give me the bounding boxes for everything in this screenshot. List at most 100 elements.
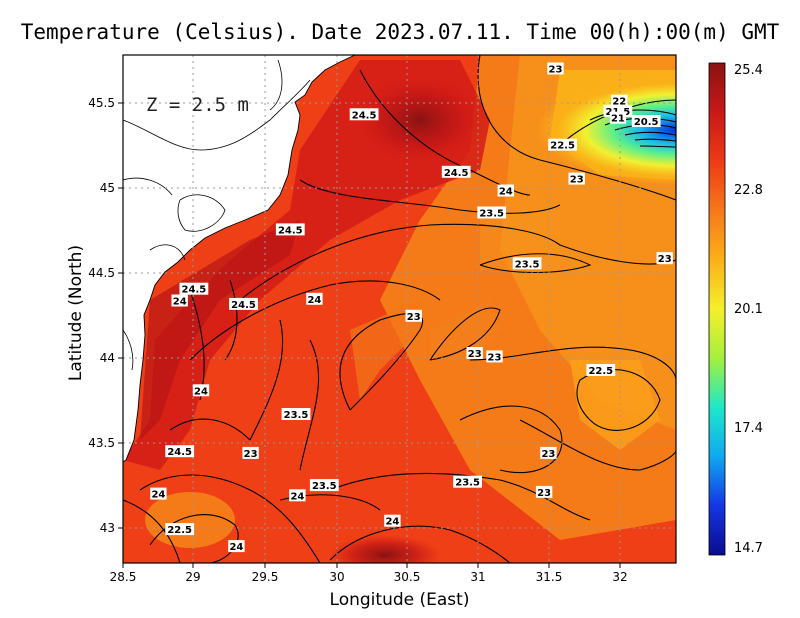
isotherm: [477, 55, 676, 201]
x-tick-label: 31: [470, 570, 485, 584]
contour-label-box: [309, 479, 339, 492]
colorbar: 25.4 22.8 20.1 17.4 14.7: [708, 62, 763, 556]
isotherm: [576, 369, 661, 431]
contour-label-box: [486, 350, 503, 363]
contour-label: 22.5: [550, 141, 575, 152]
colorbar-tick-label: 17.4: [734, 421, 763, 436]
y-tick-label: 44: [100, 351, 115, 365]
contour-label-box: [289, 489, 306, 502]
contour-label: 22.5: [588, 366, 613, 377]
contour-label: 21: [611, 114, 625, 125]
colorbar-tick-label: 14.7: [734, 541, 763, 556]
contour-label-box: [535, 485, 553, 498]
contour-label: 23: [570, 175, 584, 186]
contour-label: 24.5: [231, 300, 256, 311]
colorbar-tick-label: 25.4: [734, 63, 763, 78]
y-tick-label: 43.5: [88, 436, 115, 450]
isotherms: [123, 55, 676, 563]
contour-label: 24: [151, 490, 165, 501]
isotherm: [249, 319, 284, 441]
contour-label-box: [349, 108, 379, 121]
isotherm: [429, 307, 501, 361]
contour-label-box: [242, 446, 259, 459]
y-axis-ticks: 43 43.5 44 44.5 45 45.5: [88, 96, 123, 535]
contour-label-box: [384, 514, 401, 527]
contour-label: 23.5: [515, 259, 540, 270]
contour-label-box: [405, 309, 422, 322]
contour-label: 23: [658, 254, 672, 265]
contour-label-box: [586, 364, 616, 376]
contour-label-box: [453, 475, 482, 488]
contour-label: 24: [229, 542, 243, 553]
contour-label-box: [540, 446, 557, 459]
contour-label-box: [477, 206, 507, 219]
contour-label-box: [631, 115, 661, 127]
contour-label: 24.5: [278, 225, 303, 236]
contour-label-box: [548, 138, 577, 151]
contour-label: 24.5: [167, 447, 192, 458]
contour-label-box: [229, 297, 258, 310]
contour-label-box: [466, 347, 483, 359]
contour-label-box: [611, 94, 628, 107]
contour-label: 20.5: [634, 117, 659, 128]
contour-label: 24.5: [444, 168, 469, 179]
contour-label-box: [179, 282, 209, 295]
x-axis-label: Longitude (East): [329, 590, 470, 610]
x-tick-label: 28.5: [110, 570, 137, 584]
contour-label-box: [497, 184, 514, 197]
x-tick-label: 32: [612, 570, 627, 584]
isotherm: [519, 419, 676, 471]
contour-label: 23: [407, 312, 421, 323]
contour-label: 23: [244, 449, 258, 460]
contour-label: 24.5: [182, 285, 207, 296]
contour-label: 23: [537, 488, 551, 499]
contour-label-box: [609, 111, 627, 124]
contour-label-box: [228, 540, 245, 553]
isotherm: [123, 499, 181, 563]
land-mass: [122, 54, 356, 463]
contour-label: 24: [194, 386, 208, 397]
contour-label: 23.5: [479, 209, 504, 220]
isotherm: [299, 339, 320, 471]
contour-label: 22: [612, 97, 626, 108]
colorbar-tick-label: 20.1: [734, 302, 763, 317]
map-title: Temperature (Celsius). Date 2023.07.11. …: [20, 20, 780, 44]
contour-label-box: [656, 252, 673, 265]
contour-label: 24: [307, 295, 321, 306]
contour-label: 24: [499, 187, 513, 198]
contour-label-box: [165, 445, 195, 458]
colorbar-scale: [708, 62, 726, 556]
contour-label: 23.5: [455, 478, 480, 489]
contour-label-box: [281, 408, 311, 420]
contour-label: 24: [173, 297, 187, 308]
contour-labels: 232221.52120.522.524.524.5232423.524.523…: [150, 62, 673, 553]
contour-label-box: [171, 294, 188, 307]
contour-label: 24.5: [352, 110, 377, 121]
contour-label: 23.5: [284, 410, 309, 421]
isotherm: [359, 69, 531, 196]
isotherm: [139, 474, 321, 563]
contour-label-box: [441, 165, 471, 178]
x-tick-label: 29.5: [252, 570, 279, 584]
isotherm: [189, 280, 441, 361]
x-tick-label: 31.5: [536, 570, 563, 584]
contour-label: 24: [385, 517, 399, 528]
isotherm: [639, 145, 676, 148]
contour-label-box: [568, 172, 585, 185]
depth-label: Z = 2.5 m: [146, 94, 249, 116]
x-tick-label: 30.5: [394, 570, 421, 584]
isotherm: [624, 131, 676, 136]
plot-frame: [122, 54, 677, 564]
contour-label-box: [547, 62, 564, 75]
contour-label: 22.5: [167, 525, 192, 536]
isotherm: [589, 109, 676, 121]
contour-label-box: [306, 292, 323, 305]
isotherm: [479, 253, 592, 273]
contour-label: 23: [549, 65, 563, 76]
contour-label-box: [275, 223, 305, 236]
contour-label: 23: [488, 352, 502, 363]
x-tick-label: 30: [329, 570, 344, 584]
isotherm: [224, 279, 238, 361]
y-tick-label: 45.5: [88, 96, 115, 110]
